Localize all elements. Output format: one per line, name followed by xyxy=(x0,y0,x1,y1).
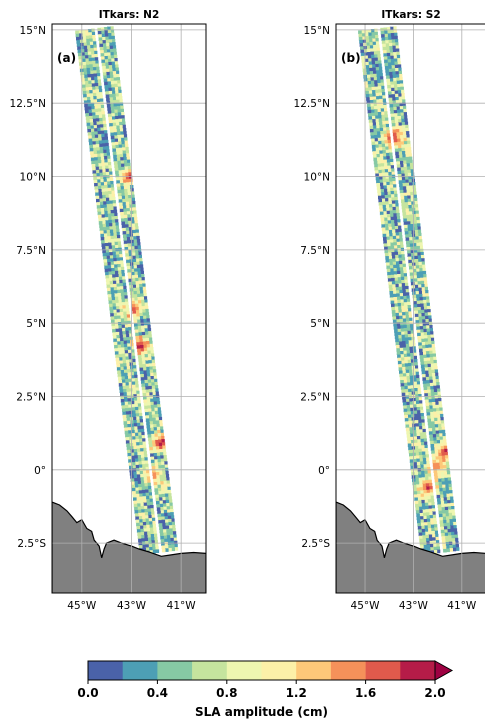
colorbar-segment xyxy=(296,661,332,680)
colorbar-frame xyxy=(87,660,436,681)
gridlines xyxy=(52,24,206,593)
y-tick-label: 5°N xyxy=(310,318,330,330)
colorbar-segment xyxy=(226,661,262,680)
y-tick-label: 12.5°N xyxy=(10,98,46,110)
colorbar-segment xyxy=(365,661,401,680)
y-tick-label: 0° xyxy=(318,465,330,477)
y-tick-label: 10°N xyxy=(304,172,330,184)
colorbar-segment xyxy=(88,661,123,680)
colorbar-tick-label: 1.6 xyxy=(355,686,376,700)
y-tick-label: 0° xyxy=(34,465,46,477)
colorbar-segment xyxy=(261,661,297,680)
colorbar-extend-arrow xyxy=(434,660,454,681)
map-content xyxy=(336,24,485,593)
y-tick-label: 2.5°S xyxy=(17,538,46,550)
colorbar-segment xyxy=(400,661,436,680)
colorbar-segment xyxy=(157,661,193,680)
colorbar-tick-label: 0.8 xyxy=(216,686,237,700)
y-tick-label: 2.5°S xyxy=(301,538,330,550)
colorbar-tick-label: 0.4 xyxy=(147,686,168,700)
colorbar-tick-label: 0.0 xyxy=(77,686,98,700)
y-tick-label: 2.5°N xyxy=(16,391,46,403)
x-tick-label: 45°W xyxy=(351,600,381,612)
x-tick-label: 41°W xyxy=(447,600,477,612)
land-mass xyxy=(52,501,206,593)
y-tick-label: 12.5°N xyxy=(294,98,330,110)
panel-label: (b) xyxy=(341,51,361,65)
y-tick-label: 5°N xyxy=(26,318,46,330)
colorbar-segment xyxy=(122,661,158,680)
colorbar: 0.0 0.4 0.8 1.2 1.6 2.0 SLA amplitude (cm) xyxy=(77,660,454,719)
land-mass xyxy=(336,501,485,593)
panel-s2: ITkars: S2 (b) 15°N 12.5°N 10°N 7.5°N 5°N 2.5°N… xyxy=(294,9,485,612)
panel-title: ITkars: N2 xyxy=(99,9,160,21)
panel-n2: ITkars: N2 (a) 15°N 12.5°N 10°N 7.5°N 5°N 2.5°N… xyxy=(10,9,207,612)
x-tick-label: 45°W xyxy=(67,600,97,612)
x-tick-label: 41°W xyxy=(167,600,197,612)
x-tick-label: 43°W xyxy=(117,600,147,612)
y-tick-label: 7.5°N xyxy=(16,245,46,257)
colorbar-tick-label: 2.0 xyxy=(424,686,445,700)
map-content xyxy=(52,24,206,593)
colorbar-segment xyxy=(330,661,366,680)
axes-frame xyxy=(51,23,207,594)
axes-frame xyxy=(335,23,485,594)
colorbar-segment xyxy=(192,661,228,680)
panel-title: ITkars: S2 xyxy=(381,9,440,21)
colorbar-tick-label: 1.2 xyxy=(286,686,307,700)
y-tick-label: 2.5°N xyxy=(300,391,330,403)
gridlines xyxy=(336,24,485,593)
panel-label: (a) xyxy=(57,51,76,65)
y-tick-label: 15°N xyxy=(20,25,46,37)
x-tick-label: 43°W xyxy=(399,600,429,612)
colorbar-label: SLA amplitude (cm) xyxy=(195,705,328,719)
y-tick-label: 10°N xyxy=(20,172,46,184)
y-tick-label: 7.5°N xyxy=(300,245,330,257)
y-tick-label: 15°N xyxy=(304,25,330,37)
